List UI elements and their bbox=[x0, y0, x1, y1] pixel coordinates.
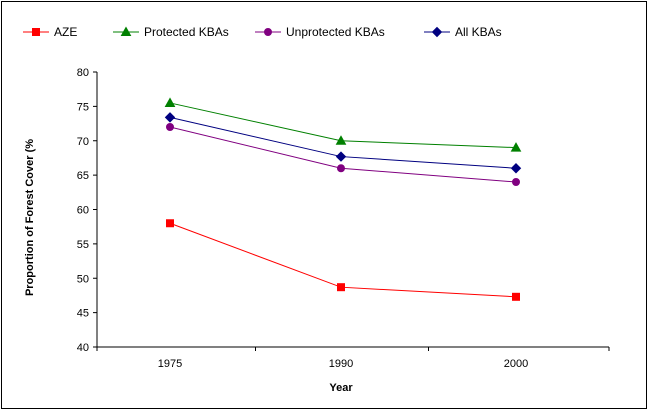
y-tick-label: 75 bbox=[77, 101, 89, 113]
legend-label: All KBAs bbox=[455, 25, 502, 39]
legend-marker bbox=[264, 28, 272, 36]
y-tick-label: 60 bbox=[77, 205, 89, 217]
legend-item: AZE bbox=[23, 25, 77, 39]
x-axis-title: Year bbox=[329, 382, 353, 394]
data-point bbox=[166, 219, 174, 228]
x-tick-label: 1975 bbox=[158, 358, 182, 370]
y-tick-label: 45 bbox=[77, 308, 89, 320]
series-group bbox=[164, 97, 522, 301]
data-point bbox=[164, 97, 176, 107]
series-all-kbas bbox=[164, 112, 522, 174]
data-point bbox=[337, 164, 345, 173]
y-tick-label: 70 bbox=[77, 136, 89, 148]
legend: AZE Protected KBAs Unprotected KBAs All KBA… bbox=[23, 25, 502, 39]
legend-item: Unprotected KBAs bbox=[255, 25, 385, 39]
data-point bbox=[335, 135, 347, 145]
data-point bbox=[512, 292, 520, 301]
x-tick-label: 1990 bbox=[329, 358, 353, 370]
series-unprotected-kbas bbox=[166, 123, 520, 186]
legend-item: All KBAs bbox=[424, 25, 502, 39]
legend-label: Protected KBAs bbox=[144, 25, 229, 39]
y-axis-title: Proportion of Forest Cover (% bbox=[24, 139, 36, 296]
legend-marker bbox=[431, 26, 443, 38]
legend-marker bbox=[120, 26, 132, 36]
series-protected-kbas bbox=[164, 97, 522, 152]
legend-label: Unprotected KBAs bbox=[286, 25, 385, 39]
series-aze bbox=[166, 219, 520, 301]
data-point bbox=[337, 283, 345, 292]
data-point bbox=[164, 112, 176, 123]
data-point bbox=[510, 163, 522, 174]
y-tick-label: 80 bbox=[77, 67, 89, 79]
data-point bbox=[335, 151, 347, 162]
x-tick-label: 2000 bbox=[504, 358, 528, 370]
data-point bbox=[166, 123, 174, 131]
y-tick-label: 40 bbox=[77, 342, 89, 354]
y-tick-label: 55 bbox=[77, 239, 89, 251]
legend-item: Protected KBAs bbox=[113, 25, 229, 39]
y-tick-label: 50 bbox=[77, 273, 89, 285]
legend-label: AZE bbox=[54, 25, 77, 39]
data-point bbox=[512, 178, 520, 186]
y-tick-label: 65 bbox=[77, 170, 89, 182]
axes: 40 45 50 55 60 65 70 75 80 1975 1990 2000 bbox=[77, 67, 610, 370]
data-point bbox=[510, 142, 522, 152]
legend-marker bbox=[32, 28, 40, 36]
